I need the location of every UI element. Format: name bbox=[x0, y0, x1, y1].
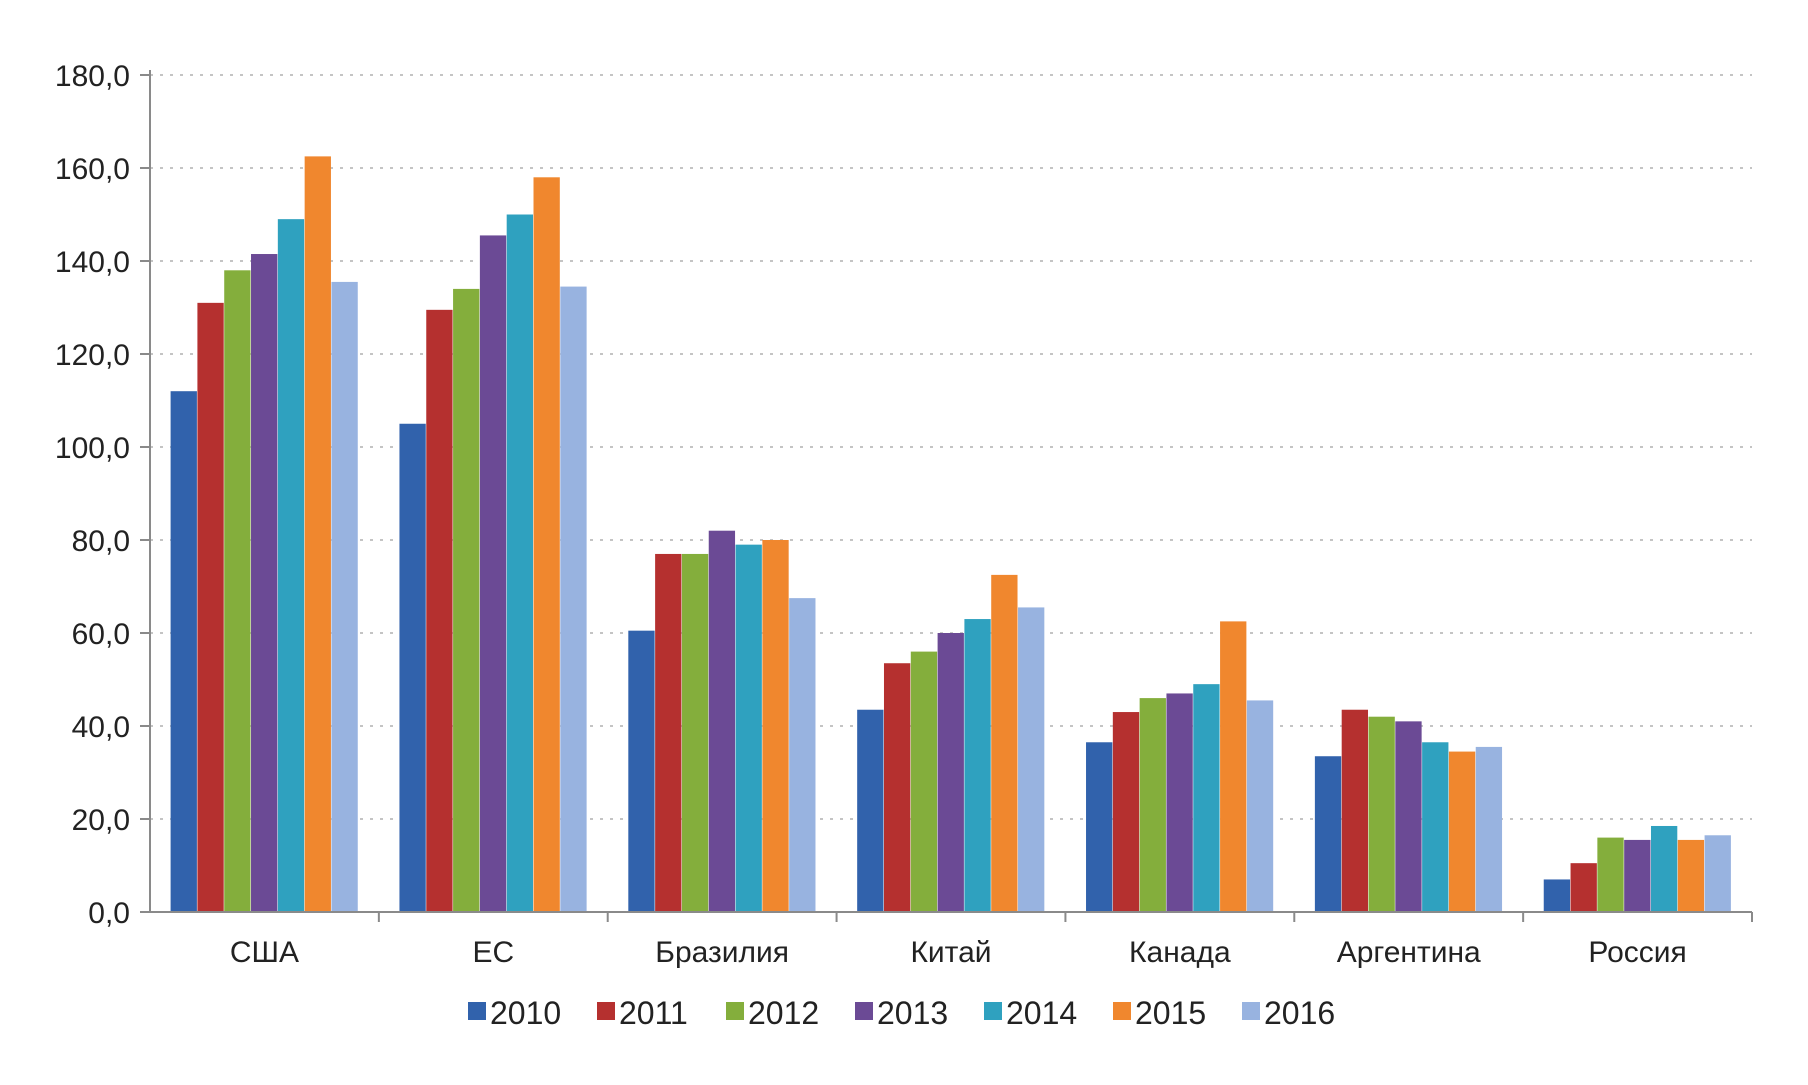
legend: 2010 2011 2012 2013 2014 2015 2016 bbox=[468, 995, 1335, 1031]
bar bbox=[1139, 698, 1166, 912]
bar bbox=[224, 270, 251, 912]
bar bbox=[1220, 621, 1247, 913]
bar bbox=[533, 177, 560, 913]
legend-label: 2011 bbox=[619, 995, 688, 1031]
bar bbox=[991, 574, 1018, 913]
bar bbox=[426, 309, 453, 913]
bar bbox=[1368, 716, 1395, 912]
legend-label: 2012 bbox=[748, 995, 819, 1031]
legend-label: 2016 bbox=[1264, 995, 1335, 1031]
bar bbox=[304, 156, 331, 913]
bar bbox=[277, 219, 305, 912]
legend-swatch bbox=[1242, 1002, 1260, 1020]
bar bbox=[883, 663, 911, 912]
legend-swatch bbox=[1113, 1002, 1131, 1020]
x-tick-label: Бразилия bbox=[655, 936, 789, 969]
legend-swatch bbox=[726, 1002, 744, 1020]
legend-label: 2015 bbox=[1135, 995, 1206, 1031]
bar bbox=[1597, 837, 1624, 912]
bar bbox=[251, 254, 278, 912]
bar bbox=[1395, 721, 1422, 912]
bar bbox=[1341, 709, 1368, 912]
bar bbox=[1246, 700, 1274, 912]
bar bbox=[1624, 839, 1651, 912]
legend-label: 2014 bbox=[1006, 995, 1077, 1031]
bar bbox=[1570, 863, 1597, 912]
y-tick-label: 180,0 bbox=[55, 60, 130, 93]
legend-label: 2013 bbox=[877, 995, 948, 1031]
x-tick-label: Россия bbox=[1588, 936, 1686, 969]
bar bbox=[762, 540, 789, 912]
bar bbox=[628, 630, 655, 912]
y-tick-label: 120,0 bbox=[55, 339, 130, 372]
bar bbox=[197, 302, 224, 913]
bar bbox=[1314, 756, 1342, 912]
bar bbox=[399, 423, 426, 912]
legend-swatch bbox=[984, 1002, 1002, 1020]
axes: 0,0 20,0 40,0 60,0 80,0 100,0 120,0 140,0 160,0 1… bbox=[55, 60, 1753, 969]
bar bbox=[910, 651, 938, 912]
legend-label: 2010 bbox=[490, 995, 561, 1031]
bar bbox=[655, 553, 682, 912]
bar bbox=[708, 530, 736, 912]
x-tick-label: ЕС bbox=[472, 936, 514, 969]
x-tick-label: Китай bbox=[910, 936, 991, 969]
bar bbox=[1704, 835, 1731, 912]
bar bbox=[857, 709, 884, 912]
y-tick-label: 80,0 bbox=[72, 525, 130, 558]
y-tick-label: 140,0 bbox=[55, 246, 130, 279]
legend-swatch bbox=[855, 1002, 873, 1020]
bar bbox=[506, 214, 533, 912]
bar bbox=[479, 235, 507, 913]
y-tick-label: 60,0 bbox=[72, 618, 130, 651]
bar bbox=[1422, 742, 1449, 912]
bar bbox=[170, 391, 197, 912]
bar bbox=[1112, 712, 1140, 912]
y-tick-label: 40,0 bbox=[72, 711, 130, 744]
bar bbox=[964, 619, 991, 912]
y-tick-label: 100,0 bbox=[55, 432, 130, 465]
bar bbox=[1193, 684, 1220, 912]
y-tick-label: 160,0 bbox=[55, 153, 130, 186]
bar bbox=[1166, 693, 1193, 912]
bar bbox=[453, 288, 480, 912]
y-tick-label: 20,0 bbox=[72, 804, 130, 837]
x-tick-label: Аргентина bbox=[1337, 936, 1481, 969]
bar bbox=[1650, 825, 1678, 912]
bar bbox=[937, 633, 964, 912]
bar bbox=[1086, 742, 1113, 912]
bar bbox=[1448, 751, 1476, 912]
x-tick-label: США bbox=[230, 936, 299, 969]
bar bbox=[735, 544, 762, 912]
bar bbox=[681, 553, 709, 912]
bar bbox=[1475, 746, 1503, 912]
bar bbox=[1677, 839, 1705, 912]
bar bbox=[1018, 607, 1045, 912]
bar bbox=[789, 598, 816, 913]
x-tick-label: Канада bbox=[1129, 936, 1231, 969]
bar bbox=[331, 281, 358, 912]
bar bbox=[560, 286, 587, 913]
bars bbox=[170, 156, 1731, 913]
legend-swatch bbox=[468, 1002, 486, 1020]
legend-swatch bbox=[597, 1002, 615, 1020]
y-tick-label: 0,0 bbox=[88, 897, 130, 930]
bar bbox=[1543, 879, 1571, 912]
